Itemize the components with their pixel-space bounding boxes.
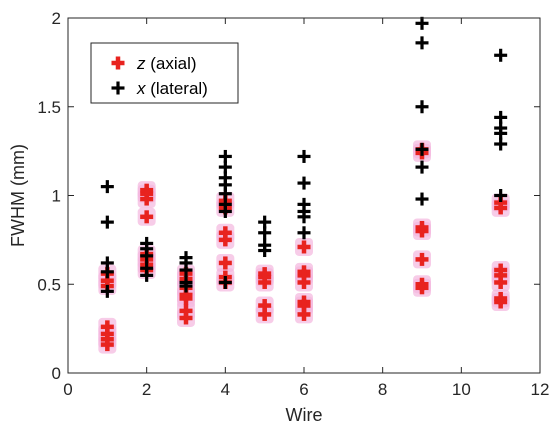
x-lateral-point [415, 36, 429, 50]
x-tick-label: 4 [221, 380, 230, 399]
x-lateral-point [297, 197, 311, 211]
legend: z (axial)x (lateral) [90, 42, 239, 104]
x-tick-label: 0 [63, 380, 72, 399]
z-axial-point [494, 291, 508, 305]
x-lateral-point [415, 100, 429, 114]
x-lateral-point [218, 275, 232, 289]
z-axial-point [297, 295, 311, 309]
legend-item-z: z (axial) [111, 54, 197, 73]
legend-description: (lateral) [146, 79, 208, 98]
x-lateral-point [415, 160, 429, 174]
z-axial-point [297, 240, 311, 254]
legend-variable: z [136, 54, 146, 73]
legend-item-x: x (lateral) [111, 79, 208, 98]
x-tick-label: 6 [299, 380, 308, 399]
x-lateral-point [494, 48, 508, 62]
x-lateral-point [415, 192, 429, 206]
x-lateral-point [218, 149, 232, 163]
x-tick-label: 2 [142, 380, 151, 399]
x-lateral-point [297, 226, 311, 240]
legend-variable: x [136, 79, 146, 98]
z-axial-point [140, 183, 154, 197]
y-tick-label: 2 [52, 9, 61, 28]
x-lateral-point [100, 284, 114, 298]
z-axial-point [258, 299, 272, 313]
x-lateral-point [494, 189, 508, 202]
x-lateral-point [100, 215, 114, 229]
z-axial-point [100, 320, 114, 334]
y-axis-label: FWHM (mm) [8, 144, 28, 247]
z-axial-point [218, 256, 232, 270]
x-lateral-point [258, 238, 272, 252]
x-lateral-point [140, 261, 154, 275]
x-lateral-point [179, 251, 193, 265]
legend-label: x (lateral) [136, 79, 208, 98]
z-axial-point [415, 220, 429, 234]
data-marks [98, 16, 510, 354]
y-tick-label: 1 [52, 187, 61, 206]
x-tick-label: 8 [378, 380, 387, 399]
x-lateral-point [297, 176, 311, 190]
z-axial-point [179, 304, 193, 318]
y-tick-label: 1.5 [37, 98, 61, 117]
z-axial-point [258, 267, 272, 281]
y-tick-label: 0 [52, 364, 61, 383]
legend-marker [111, 56, 125, 70]
x-lateral-point [415, 16, 429, 30]
x-lateral-point [179, 275, 193, 289]
x-axis-label: Wire [286, 405, 323, 425]
legend-box [90, 42, 239, 104]
y-tick-label: 0.5 [37, 275, 61, 294]
x-lateral-point [297, 149, 311, 163]
legend-marker [111, 81, 125, 95]
x-lateral-point [415, 142, 429, 156]
z-axial-point [494, 263, 508, 277]
z-axial-point [140, 210, 154, 224]
x-lateral-point [494, 110, 508, 124]
legend-label: z (axial) [136, 54, 197, 73]
x-lateral-point [140, 236, 154, 250]
z-axial-point [415, 277, 429, 291]
axis-ticks: 0 2 4 6 8 10 12 0 0.5 1 1.5 2 [37, 9, 549, 399]
x-tick-label: 10 [452, 380, 471, 399]
x-lateral-point [100, 256, 114, 270]
z-axial-point [218, 226, 232, 240]
x-lateral-point [100, 180, 114, 194]
x-tick-label: 12 [531, 380, 550, 399]
z-axial-point [415, 252, 429, 266]
z-axial-point [297, 265, 311, 279]
legend-description: (axial) [146, 54, 197, 73]
x-lateral-point [258, 215, 272, 229]
